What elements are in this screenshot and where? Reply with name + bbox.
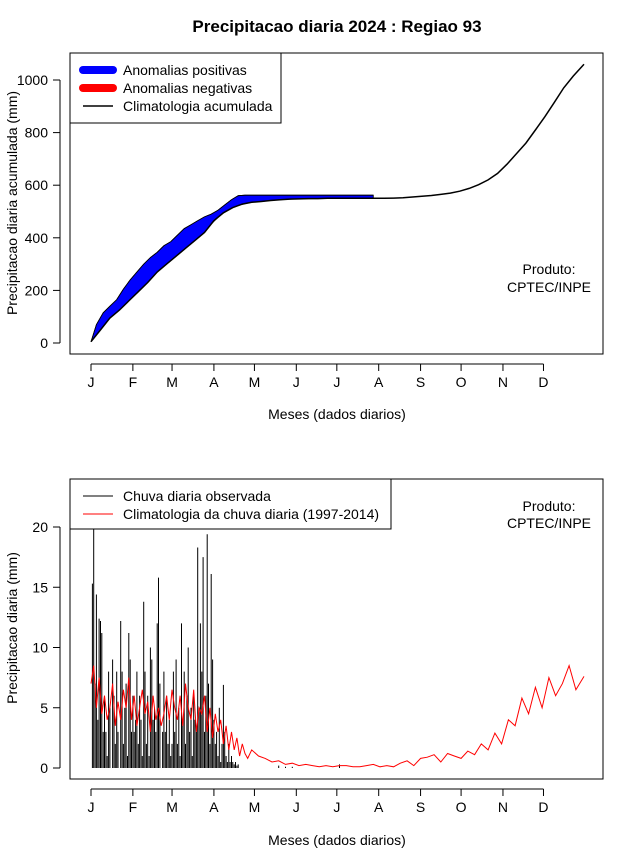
x-tick-label: M: [249, 374, 261, 390]
x-tick-label: J: [293, 799, 300, 815]
plot-frame-cumulative: [69, 52, 604, 355]
x-tick-label: F: [129, 374, 138, 390]
x-tick-label: M: [166, 374, 178, 390]
x-tick-label: A: [374, 374, 384, 390]
x-tick-label: D: [538, 799, 548, 815]
x-tick-label: J: [293, 374, 300, 390]
legend-label-negative: Anomalias negativas: [123, 80, 252, 96]
x-tick-label: A: [374, 799, 384, 815]
legend-label-climatology: Climatologia acumulada: [123, 98, 273, 114]
x-tick-label: N: [498, 374, 508, 390]
y-axis-label-cumulative: Precipitacao diaria acumulada (mm): [4, 91, 20, 315]
product-source: CPTEC/INPE: [507, 279, 591, 295]
positive-anomaly-area: [90, 194, 374, 342]
x-tick-label: M: [249, 799, 261, 815]
y-tick-label: 5: [40, 700, 48, 716]
cumulative-chart: Precipitacao diaria 2024 : Regiao 93 Pre…: [4, 17, 604, 422]
y-tick-label: 15: [32, 579, 48, 595]
x-tick-label: N: [498, 799, 508, 815]
x-axis-label-daily: Meses (dados diarios): [268, 832, 406, 848]
x-tick-label: S: [416, 374, 425, 390]
legend-cumulative: Anomalias positivas Anomalias negativas …: [69, 52, 282, 124]
x-tick-label: J: [333, 799, 340, 815]
x-tick-label: O: [456, 799, 467, 815]
y-tick-label: 0: [40, 335, 48, 351]
legend-daily: Chuva diaria observada Climatologia da c…: [69, 478, 392, 530]
y-axis-label-daily: Precipitacao diaria (mm): [4, 552, 20, 704]
legend-label-observed: Chuva diaria observada: [123, 488, 271, 504]
x-tick-label: D: [538, 374, 548, 390]
legend-box: [69, 478, 392, 530]
x-tick-label: S: [416, 799, 425, 815]
daily-chart: Precipitacao diaria (mm) Meses (dados di…: [4, 478, 604, 848]
daily-climatology-line: [90, 663, 585, 768]
x-tick-label: J: [333, 374, 340, 390]
climatology-cumulative-line: [90, 63, 585, 343]
cumulative-marks: [90, 63, 585, 343]
y-tick-label: 600: [25, 177, 49, 193]
y-tick-label: 10: [32, 640, 48, 656]
y-tick-label: 0: [40, 760, 48, 776]
product-source: CPTEC/INPE: [507, 515, 591, 531]
y-tick-label: 20: [32, 519, 48, 535]
legend-label-positive: Anomalias positivas: [123, 62, 247, 78]
x-tick-label: O: [456, 374, 467, 390]
x-tick-label: A: [209, 374, 219, 390]
x-tick-label: J: [88, 799, 95, 815]
product-label: Produto:: [523, 498, 576, 514]
cumulative-axes: J F M A M J J A S O N D 0 200 400 600 800 1000: [17, 72, 549, 390]
y-tick-label: 200: [25, 282, 49, 298]
chart-title: Precipitacao diaria 2024 : Regiao 93: [192, 17, 481, 36]
legend-label-climatology-daily: Climatologia da chuva diaria (1997-2014): [123, 506, 379, 522]
x-tick-label: F: [129, 799, 138, 815]
x-tick-label: M: [166, 799, 178, 815]
y-tick-label: 800: [25, 125, 49, 141]
y-tick-label: 1000: [17, 72, 48, 88]
x-tick-label: A: [209, 799, 219, 815]
daily-axes: J F M A M J J A S O N D 0 5 10 15 20: [32, 519, 548, 815]
y-tick-label: 400: [25, 230, 49, 246]
observed-cumulative-line: [90, 194, 374, 342]
product-label: Produto:: [523, 261, 576, 277]
daily-marks: [90, 527, 585, 768]
x-tick-label: J: [88, 374, 95, 390]
x-axis-label-cumulative: Meses (dados diarios): [268, 406, 406, 422]
